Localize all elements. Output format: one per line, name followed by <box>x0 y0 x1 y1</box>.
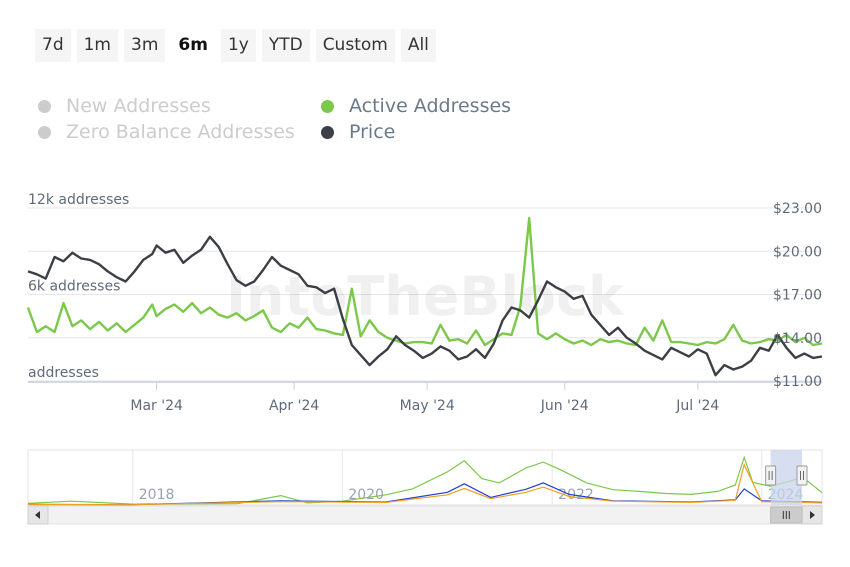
navigator-scrollbar[interactable] <box>27 505 823 525</box>
y-right-tick-label: $20.00 <box>773 244 822 260</box>
range-button-custom[interactable]: Custom <box>315 29 395 62</box>
scrollbar-thumb[interactable] <box>770 506 803 524</box>
y-right-tick-label: $11.00 <box>773 374 822 390</box>
series-line-active-addresses <box>26 216 823 347</box>
chart-legend: New Addresses Active Addresses Zero Balanc… <box>38 94 581 144</box>
range-selector: 7d 1m 3m 6m 1y YTD Custom All <box>35 29 436 62</box>
range-button-1y[interactable]: 1y <box>220 29 256 62</box>
range-button-3m[interactable]: 3m <box>124 29 166 62</box>
x-tick-label: Jul '24 <box>675 398 719 414</box>
range-button-all[interactable]: All <box>400 29 436 62</box>
navigator-selection[interactable] <box>770 450 802 505</box>
legend-label: Active Addresses <box>349 95 512 117</box>
x-tick-label: Apr '24 <box>269 398 319 414</box>
y-right-tick-label: $14.00 <box>773 331 822 347</box>
y-right-tick-label: $23.00 <box>773 201 822 217</box>
navigator: 2018 2020 2022 2024 <box>27 449 823 525</box>
series-layer <box>26 216 823 377</box>
handle-grip[interactable] <box>765 465 777 486</box>
arrow-right-icon <box>810 511 815 519</box>
arrow-left-icon <box>35 511 40 519</box>
legend-item-zero-balance-addresses[interactable]: Zero Balance Addresses <box>38 120 321 144</box>
y-left-tick-label: addresses <box>28 365 99 381</box>
legend-dot-icon <box>38 125 51 139</box>
legend-label: New Addresses <box>66 95 211 117</box>
legend-item-new-addresses[interactable]: New Addresses <box>38 94 321 118</box>
y-left-tick-label: 12k addresses <box>28 192 129 208</box>
range-button-1m[interactable]: 1m <box>76 29 118 62</box>
navigator-handle-left[interactable] <box>765 465 777 486</box>
scroll-left-button[interactable] <box>27 505 49 525</box>
axes-layer: 12k addresses 6k addresses addresses $23.00… <box>28 192 822 414</box>
navigator-year-label: 2024 <box>768 487 804 503</box>
legend-item-active-addresses[interactable]: Active Addresses <box>321 94 581 118</box>
grid-lines <box>28 207 822 382</box>
x-tick-label: May '24 <box>400 398 455 414</box>
navigator-line-zero-balance-addresses <box>27 462 823 506</box>
x-tick-label: Mar '24 <box>130 398 183 414</box>
navigator-year-label: 2022 <box>558 487 594 503</box>
series-line-price <box>27 235 823 377</box>
y-left-tick-label: 6k addresses <box>28 279 120 295</box>
y-right-tick-label: $17.00 <box>773 288 822 304</box>
navigator-line-active-addresses <box>27 455 823 505</box>
navigator-year-label: 2018 <box>139 487 175 503</box>
legend-item-price[interactable]: Price <box>321 120 581 144</box>
handle-grip[interactable] <box>796 465 808 486</box>
scrollbar-track[interactable] <box>27 505 823 525</box>
legend-dot-icon <box>321 99 334 113</box>
legend-dot-icon <box>38 99 51 113</box>
range-button-6m[interactable]: 6m <box>171 29 215 62</box>
watermark: IntoTheBlock <box>226 265 625 328</box>
range-button-ytd[interactable]: YTD <box>261 29 310 62</box>
x-tick-label: Jun '24 <box>540 398 589 414</box>
legend-label: Price <box>349 121 396 143</box>
legend-label: Zero Balance Addresses <box>66 121 295 143</box>
legend-dot-icon <box>321 125 334 139</box>
navigator-frame <box>27 449 823 506</box>
scroll-right-button[interactable] <box>801 505 823 525</box>
navigator-year-label: 2020 <box>348 487 384 503</box>
navigator-line-new-addresses <box>27 482 823 506</box>
navigator-handle-right[interactable] <box>796 465 808 486</box>
range-button-7d[interactable]: 7d <box>35 29 71 62</box>
